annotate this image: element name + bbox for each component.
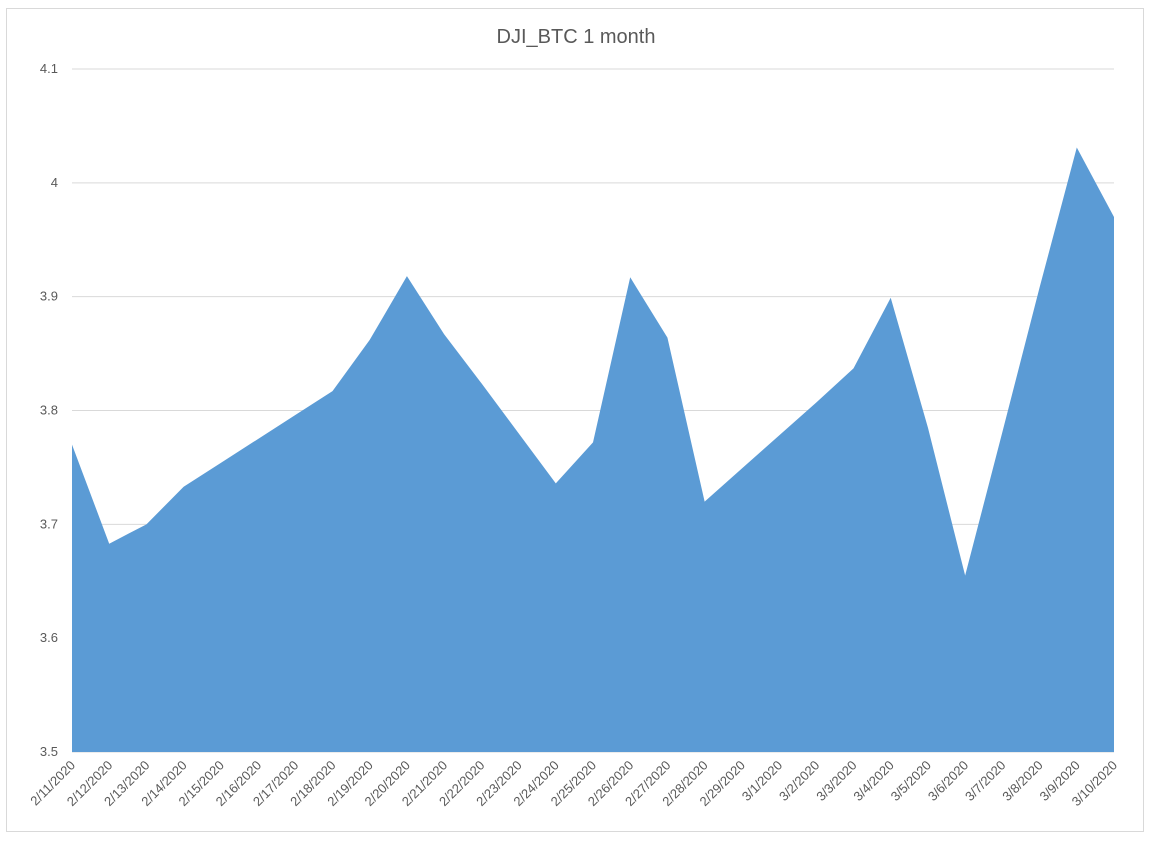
x-axis-tick-labels: 2/11/20202/12/20202/13/20202/14/20202/15… bbox=[27, 758, 1120, 810]
y-tick-label: 3.5 bbox=[40, 744, 58, 759]
y-axis-tick-labels: 3.5 3.6 3.7 3.8 3.9 4 4.1 bbox=[40, 61, 58, 759]
area-series bbox=[72, 147, 1114, 753]
area-fill bbox=[72, 147, 1114, 753]
chart-title: DJI_BTC 1 month bbox=[497, 26, 656, 48]
x-tick-label: 3/3/2020 bbox=[813, 758, 859, 804]
x-tick-label: 3/6/2020 bbox=[925, 758, 971, 804]
x-tick-label: 3/1/2020 bbox=[739, 758, 785, 804]
y-tick-label: 3.7 bbox=[40, 516, 58, 531]
y-tick-label: 4.1 bbox=[40, 61, 58, 76]
x-tick-label: 3/4/2020 bbox=[850, 758, 896, 804]
x-tick-label: 3/8/2020 bbox=[999, 758, 1045, 804]
x-tick-label: 3/5/2020 bbox=[888, 758, 934, 804]
y-tick-label: 4 bbox=[51, 175, 58, 190]
y-tick-label: 3.9 bbox=[40, 289, 58, 304]
y-tick-label: 3.6 bbox=[40, 630, 58, 645]
y-tick-label: 3.8 bbox=[40, 403, 58, 418]
x-tick-label: 3/2/2020 bbox=[776, 758, 822, 804]
x-tick-label: 3/7/2020 bbox=[962, 758, 1008, 804]
